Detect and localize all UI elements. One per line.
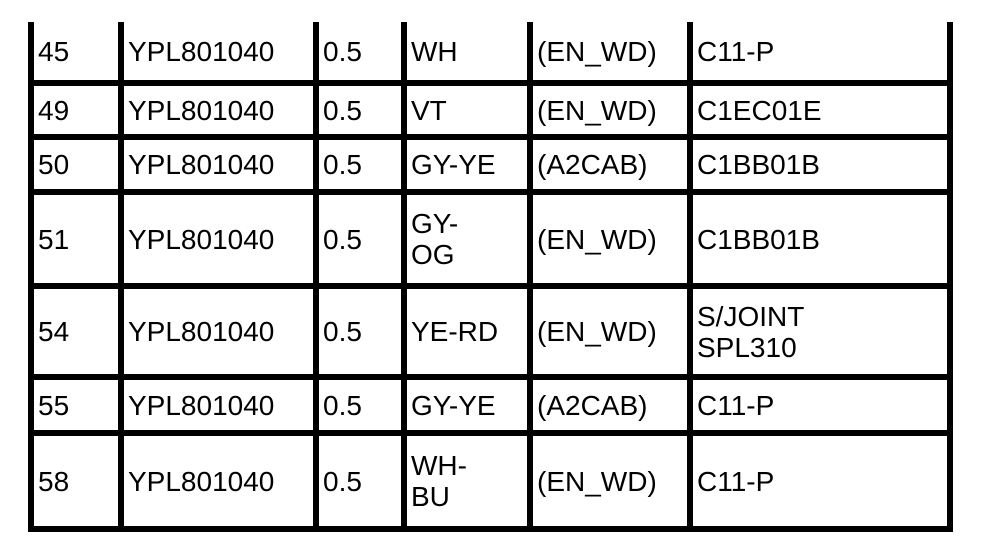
cell-circuit-type: (EN_WD): [537, 316, 657, 347]
column-divider: [28, 22, 34, 532]
cell-part-number: YPL801040: [128, 389, 275, 421]
cell-circuit-type: (EN_WD): [537, 94, 657, 126]
cell-connection: C1BB01B: [697, 149, 820, 180]
cell-size: 0.5: [323, 465, 362, 497]
column-divider: [947, 22, 953, 532]
cell-circuit-type: (A2CAB): [537, 149, 648, 180]
cell-size: 0.5: [323, 35, 362, 67]
cell-connection: S/JOINT SPL310: [697, 300, 805, 363]
cell-row-number: 51: [38, 223, 70, 255]
cell-color: YE-RD: [411, 316, 499, 347]
column-divider: [401, 22, 407, 532]
cell-circuit-type: (EN_WD): [537, 35, 657, 67]
row-divider: [28, 283, 953, 289]
cell-circuit-type: (EN_WD): [537, 465, 657, 497]
row-divider: [28, 134, 953, 140]
cell-row-number: 55: [38, 389, 70, 421]
column-divider: [313, 22, 319, 532]
column-divider: [118, 22, 124, 532]
cell-size: 0.5: [323, 149, 362, 180]
cell-connection: C11-P: [697, 465, 775, 497]
cell-connection: C11-P: [697, 35, 775, 67]
cell-part-number: YPL801040: [128, 316, 275, 347]
cell-connection: C1BB01B: [697, 223, 820, 255]
column-divider: [687, 22, 693, 532]
cell-row-number: 45: [38, 35, 70, 67]
cell-part-number: YPL801040: [128, 149, 275, 180]
cell-row-number: 58: [38, 465, 70, 497]
cell-circuit-type: (EN_WD): [537, 223, 657, 255]
cell-connection: C1EC01E: [697, 94, 822, 126]
row-divider: [28, 430, 953, 436]
cell-color: GY-YE: [411, 149, 496, 180]
cell-color: WH: [411, 35, 458, 67]
cell-row-number: 50: [38, 149, 70, 180]
cell-size: 0.5: [323, 94, 362, 126]
cell-part-number: YPL801040: [128, 94, 275, 126]
row-divider: [28, 526, 953, 532]
cell-size: 0.5: [323, 316, 362, 347]
cell-color: GY- OG: [411, 208, 459, 270]
row-divider: [28, 374, 953, 380]
cell-part-number: YPL801040: [128, 35, 275, 67]
cell-color: GY-YE: [411, 389, 496, 421]
cell-row-number: 54: [38, 316, 70, 347]
cell-circuit-type: (A2CAB): [537, 389, 648, 421]
row-divider: [28, 80, 953, 86]
cell-color: VT: [411, 94, 447, 126]
column-divider: [527, 22, 533, 532]
cell-size: 0.5: [323, 389, 362, 421]
cell-size: 0.5: [323, 223, 362, 255]
cell-part-number: YPL801040: [128, 465, 275, 497]
cell-row-number: 49: [38, 94, 70, 126]
cell-part-number: YPL801040: [128, 223, 275, 255]
row-divider: [28, 189, 953, 195]
cell-connection: C11-P: [697, 389, 775, 421]
cell-color: WH- BU: [411, 450, 467, 512]
